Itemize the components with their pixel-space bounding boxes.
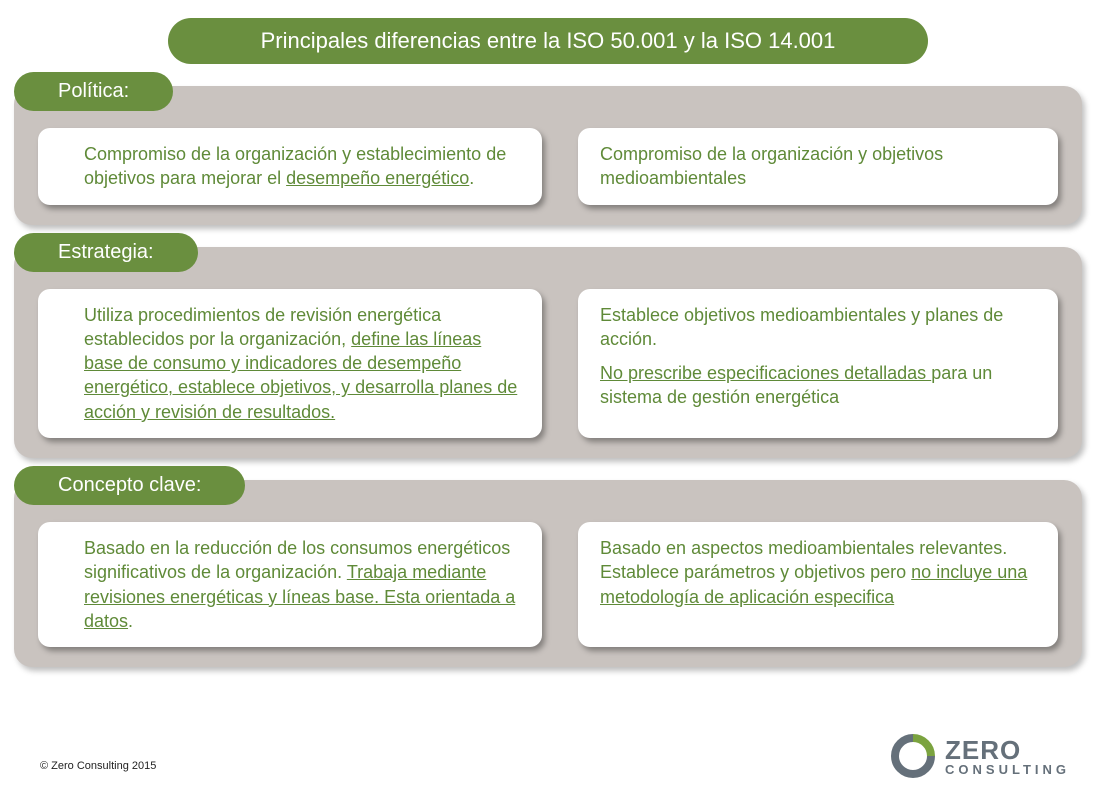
- section-politica: Política: Compromiso de la organización …: [14, 86, 1082, 225]
- section-label-politica: Política:: [14, 72, 173, 111]
- text-underline: No prescribe especificaciones detalladas: [600, 363, 931, 383]
- text: .: [128, 611, 133, 631]
- card-estrategia-right: Establece objetivos medioambientales y p…: [578, 289, 1058, 438]
- logo-line1: ZERO: [945, 737, 1070, 763]
- card-politica-right: Compromiso de la organización y objetivo…: [578, 128, 1058, 205]
- section-body: Utiliza procedimientos de revisión energ…: [14, 247, 1082, 458]
- text: No prescribe especificaciones detalladas…: [600, 361, 1036, 410]
- card-concepto-right: Basado en aspectos medioambientales rele…: [578, 522, 1058, 647]
- card-politica-left: Compromiso de la organización y establec…: [38, 128, 542, 205]
- page-title: Principales diferencias entre la ISO 50.…: [168, 18, 928, 64]
- logo-icon: [891, 734, 935, 778]
- text: Compromiso de la organización y objetivo…: [600, 144, 943, 188]
- section-concepto: Concepto clave: Basado en la reducción d…: [14, 480, 1082, 667]
- card-estrategia-left: Utiliza procedimientos de revisión energ…: [38, 289, 542, 438]
- logo: ZERO CONSULTING: [891, 734, 1070, 778]
- text: .: [469, 168, 474, 188]
- section-label-concepto: Concepto clave:: [14, 466, 245, 505]
- section-label-estrategia: Estrategia:: [14, 233, 198, 272]
- section-body: Basado en la reducción de los consumos e…: [14, 480, 1082, 667]
- copyright: © Zero Consulting 2015: [40, 760, 156, 772]
- section-body: Compromiso de la organización y establec…: [14, 86, 1082, 225]
- text: Establece objetivos medioambientales y p…: [600, 303, 1036, 352]
- section-estrategia: Estrategia: Utiliza procedimientos de re…: [14, 247, 1082, 458]
- card-concepto-left: Basado en la reducción de los consumos e…: [38, 522, 542, 647]
- logo-text: ZERO CONSULTING: [945, 737, 1070, 776]
- text-underline: desempeño energético: [286, 168, 469, 188]
